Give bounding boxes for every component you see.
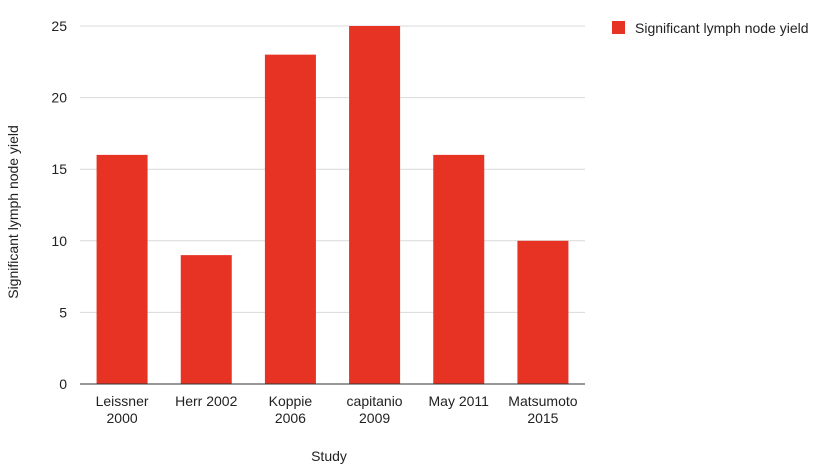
y-tick-labels: 0 5 10 15 20 25 bbox=[51, 18, 67, 392]
x-tick-label: Leissner 2000 bbox=[96, 393, 149, 426]
y-tick-label: 20 bbox=[51, 90, 67, 106]
bar bbox=[349, 26, 401, 384]
bar bbox=[264, 54, 316, 384]
legend-swatch bbox=[612, 21, 625, 34]
x-axis-title: Study bbox=[311, 448, 347, 464]
x-tick-label: Koppie 2006 bbox=[269, 393, 313, 426]
y-tick-label: 15 bbox=[51, 161, 67, 177]
bar bbox=[433, 154, 485, 384]
legend: Significant lymph node yield bbox=[612, 20, 809, 36]
x-tick-label: Matsumoto 2015 bbox=[508, 393, 577, 426]
x-tick-labels: Leissner 2000 Herr 2002 Koppie 2006 capitanio… bbox=[96, 393, 578, 426]
bar bbox=[180, 255, 232, 384]
bar bbox=[517, 240, 569, 384]
y-axis-title: Significant lymph node yield bbox=[5, 125, 21, 299]
legend-label: Significant lymph node yield bbox=[635, 20, 809, 36]
y-tick-label: 10 bbox=[51, 233, 67, 249]
x-tick-label: May 2011 bbox=[429, 393, 490, 409]
y-tick-label: 0 bbox=[59, 376, 67, 392]
bars bbox=[96, 26, 569, 384]
x-tick-label: capitanio 2009 bbox=[347, 393, 403, 426]
gridlines bbox=[80, 25, 585, 313]
x-tick-label: Herr 2002 bbox=[175, 393, 237, 409]
y-tick-label: 5 bbox=[59, 304, 67, 320]
y-tick-label: 25 bbox=[51, 18, 67, 34]
bar bbox=[96, 154, 148, 384]
